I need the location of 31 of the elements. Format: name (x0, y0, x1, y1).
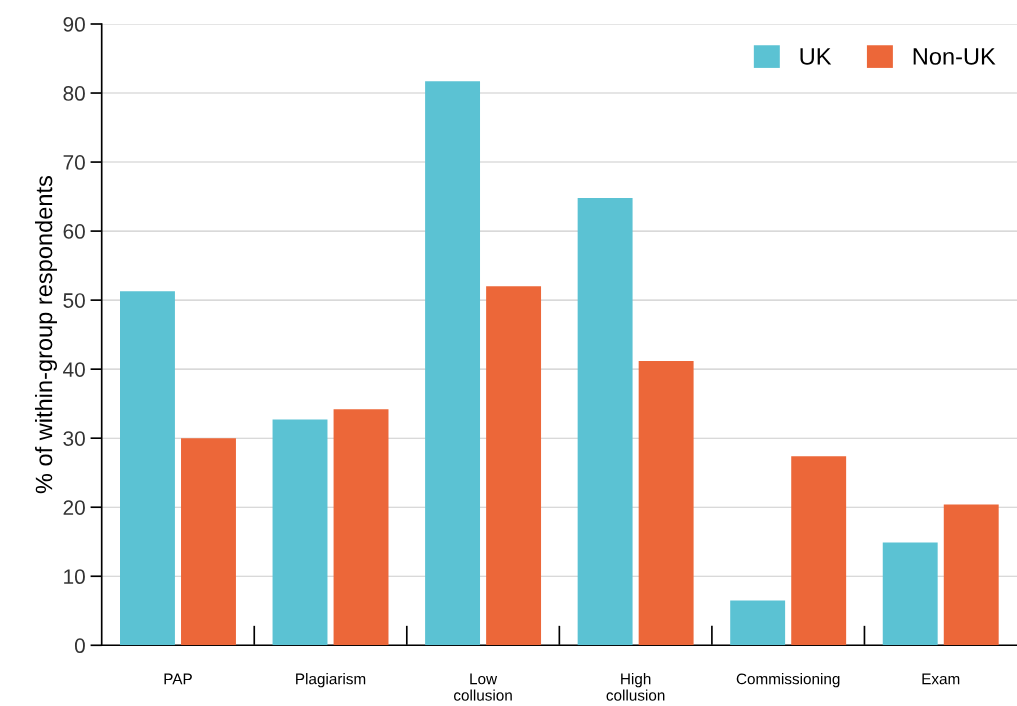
bar (730, 600, 786, 646)
y-tick-label: 0 (74, 638, 85, 654)
y-tick-label: 60 (63, 224, 85, 239)
bar (425, 81, 481, 646)
x-tick-label: Low collusion (454, 673, 512, 701)
y-tick-label: 50 (63, 293, 85, 308)
legend-label: UK (800, 48, 832, 65)
y-tick-label: 30 (63, 431, 85, 446)
bar (120, 291, 175, 646)
x-tick-label: Plagiarism (296, 673, 366, 688)
bar (638, 360, 694, 646)
y-tick-label: 80 (63, 86, 85, 101)
bar (333, 409, 389, 646)
y-axis-title: % of within-group respondents (34, 176, 57, 494)
bar (791, 456, 847, 646)
bar (181, 438, 236, 646)
bar (486, 286, 542, 646)
bar (882, 542, 938, 646)
x-tick-label: Exam (922, 673, 960, 685)
y-tick-label: 10 (64, 569, 85, 585)
x-tick-label: PAP (164, 673, 192, 685)
bar (943, 504, 999, 646)
y-tick-label: 90 (63, 17, 85, 32)
x-tick-label: High collusion (606, 673, 665, 701)
bar (577, 197, 633, 646)
y-tick-label: 20 (63, 500, 85, 515)
x-tick-label: Commissioning (736, 673, 840, 688)
y-tick-label: 40 (63, 362, 85, 377)
legend-label: Non-UK (913, 48, 996, 65)
bar (272, 419, 328, 646)
y-tick-label: 70 (63, 155, 85, 170)
